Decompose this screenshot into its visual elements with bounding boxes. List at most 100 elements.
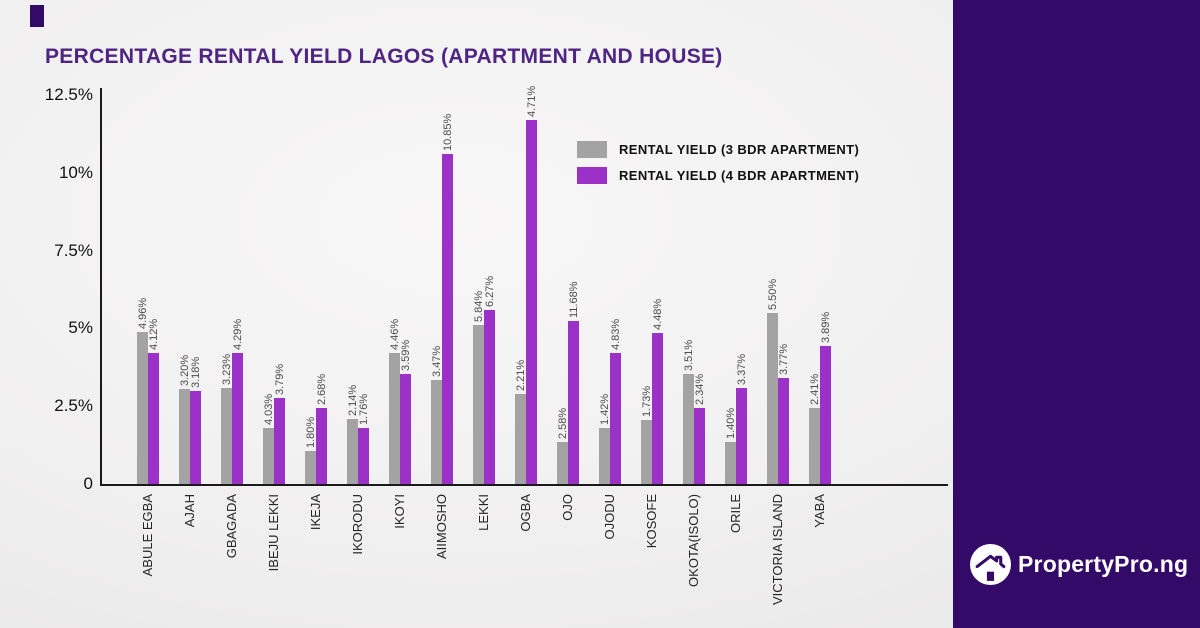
bar-ikeja-4bdr (316, 407, 327, 484)
x-category-label: OJODU (602, 494, 617, 540)
bar-value-label: 3.51% (682, 339, 695, 371)
y-tick-label: 12.5% (44, 85, 93, 104)
y-tick-label: 7.5% (54, 240, 93, 260)
bar-value-label: 1.73% (640, 386, 653, 418)
x-category-label: OJO (560, 494, 575, 521)
x-axis (100, 484, 948, 486)
x-category-label: OGBA (518, 494, 533, 532)
x-category-label: KOSOFE (644, 494, 659, 549)
bar-ibeju-lekki-4bdr (274, 398, 285, 484)
bar-ikeja-3bdr (305, 451, 316, 484)
y-tick-label: 2.5% (54, 396, 93, 416)
bar-ogba-4bdr (526, 119, 537, 484)
bar-value-label: 3.59% (399, 339, 412, 371)
bar-value-label: 3.23% (220, 353, 233, 385)
bar-value-label: 3.47% (430, 345, 443, 377)
bar-okota-isolo--4bdr (694, 407, 705, 484)
chart-legend: RENTAL YIELD (3 BDR APARTMENT) RENTAL YI… (577, 141, 859, 193)
bar-value-label: 1.40% (724, 407, 737, 439)
bar-value-label: 4.71% (525, 85, 538, 117)
bar-value-label: 3.89% (819, 311, 832, 343)
bar-aiimosho-4bdr (442, 154, 453, 484)
bar-ikoyi-3bdr (389, 353, 400, 484)
legend-swatch-gray (577, 141, 607, 158)
bar-ibeju-lekki-3bdr (263, 427, 274, 484)
y-tick-label: 0 (83, 474, 93, 493)
bar-victoria-island-4bdr (778, 378, 789, 484)
bar-yaba-4bdr (820, 345, 831, 484)
x-category-label: AIIMOSHO (434, 494, 449, 560)
x-category-label: IKEJA (308, 494, 323, 531)
bar-okota-isolo--3bdr (683, 373, 694, 484)
bar-lekki-3bdr (473, 325, 484, 484)
x-category-label: OKOTA(ISOLO) (686, 494, 701, 587)
bar-value-label: 5.50% (766, 278, 779, 310)
bar-value-label: 4.46% (388, 319, 401, 351)
brand-panel: PropertyPro.ng (953, 0, 1200, 628)
bar-value-label: 4.48% (651, 298, 664, 331)
bar-value-label: 2.68% (315, 373, 328, 405)
x-category-label: IKORODU (350, 494, 365, 555)
x-category-label: AJAH (182, 494, 197, 528)
y-tick-label: 10% (58, 162, 93, 182)
x-category-label: ORILE (728, 494, 743, 534)
bar-value-label: 2.58% (556, 407, 569, 439)
bar-orile-3bdr (725, 441, 736, 484)
bar-value-label: 3.37% (735, 353, 748, 385)
bar-ojodu-4bdr (610, 353, 621, 484)
bar-value-label: 5.84% (472, 291, 485, 323)
bar-orile-4bdr (736, 387, 747, 484)
bar-value-label: 3.20% (178, 354, 191, 387)
chart-title: PERCENTAGE RENTAL YIELD LAGOS (APARTMENT… (45, 45, 723, 68)
y-axis (100, 88, 102, 486)
bar-value-label: 1.80% (304, 417, 317, 449)
bar-value-label: 1.42% (598, 393, 611, 425)
bar-value-label: 4.03% (262, 393, 275, 425)
legend-swatch-purple (577, 167, 607, 184)
brand-logo-text: PropertyPro.ng (1018, 551, 1189, 577)
bar-victoria-island-3bdr (767, 312, 778, 484)
bar-yaba-3bdr (809, 407, 820, 484)
bar-ojo-4bdr (568, 320, 579, 484)
bar-gbagada-3bdr (221, 387, 232, 484)
bar-value-label: 3.18% (189, 356, 202, 388)
bar-kosofe-3bdr (641, 420, 652, 484)
x-category-label: LEKKI (476, 494, 491, 531)
bar-abule-egba-4bdr (148, 353, 159, 484)
bar-ajah-4bdr (190, 390, 201, 484)
bar-ogba-3bdr (515, 393, 526, 484)
y-tick-label: 5% (68, 318, 93, 338)
bar-ojo-3bdr (557, 441, 568, 484)
bar-value-label: 2.21% (514, 359, 527, 391)
x-category-label: IBEJU LEKKI (266, 494, 281, 572)
x-category-label: YABA (812, 494, 827, 528)
bar-kosofe-4bdr (652, 333, 663, 484)
x-category-label: GBAGADA (224, 494, 239, 559)
x-category-label: VICTORIA ISLAND (770, 494, 785, 606)
bar-value-label: 3.79% (273, 364, 286, 396)
bar-ikorodu-4bdr (358, 427, 369, 484)
bar-value-label: 2.34% (693, 373, 706, 405)
bar-value-label: 2.14% (346, 384, 359, 416)
bar-ajah-3bdr (179, 389, 190, 484)
legend-item-4bdr: RENTAL YIELD (4 BDR APARTMENT) (577, 167, 859, 184)
x-category-label: IKOYI (392, 494, 407, 529)
house-in-circle-icon (970, 544, 1011, 585)
bar-value-label: 4.12% (147, 319, 160, 351)
bar-ikoyi-4bdr (400, 373, 411, 484)
bar-value-label: 4.96% (136, 297, 149, 329)
bar-gbagada-4bdr (232, 353, 243, 484)
bar-ojodu-3bdr (599, 427, 610, 484)
bar-lekki-4bdr (484, 309, 495, 484)
bar-value-label: 3.77% (777, 343, 790, 376)
bar-value-label: 11.68% (567, 281, 580, 318)
bar-value-label: 4.83% (609, 319, 622, 351)
brand-lockup: PropertyPro.ng (970, 544, 1188, 585)
bar-value-label: 10.85% (441, 113, 454, 152)
bar-value-label: 6.27% (483, 275, 496, 307)
legend-label-4bdr: RENTAL YIELD (4 BDR APARTMENT) (619, 168, 860, 183)
bar-value-label: 4.29% (231, 319, 244, 351)
legend-label-3bdr: RENTAL YIELD (3 BDR APARTMENT) (619, 142, 860, 157)
x-category-label: ABULE EGBA (140, 494, 155, 577)
